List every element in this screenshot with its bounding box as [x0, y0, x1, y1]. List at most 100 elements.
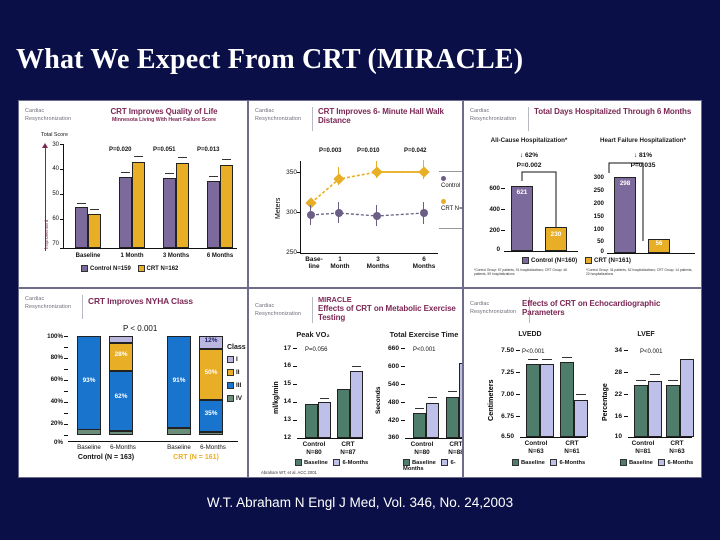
error-bar [77, 203, 86, 204]
legend-label-crt: CRT (N=161) [593, 257, 631, 265]
y-tick: 300 [286, 209, 297, 216]
y-tick: 400 [489, 206, 500, 213]
y-tick: 200 [593, 200, 604, 207]
footnote: *Control Group: 57 patients, 91 hospital… [474, 268, 567, 277]
error-bar [338, 167, 339, 185]
bar-crt [648, 239, 670, 253]
y-tick-mark [64, 391, 68, 392]
logo-divider [529, 297, 530, 323]
p-value-annotation: P<0.001 [522, 349, 545, 355]
segment-nyha-ii [199, 349, 223, 400]
y-tick-mark [60, 219, 63, 220]
error-bar [376, 161, 377, 178]
legend-swatch-baseline [295, 459, 302, 466]
segment-nyha-i [199, 336, 223, 349]
y-tick-mark [293, 366, 297, 367]
segment-nyha-iii [199, 400, 223, 432]
bar-crt [132, 162, 145, 248]
x-tick-label: Baseline [167, 444, 191, 451]
bar-control [163, 178, 176, 248]
y-tick: 60% [50, 376, 63, 383]
bar-baseline [305, 404, 318, 438]
panel-echocardiographic: Cardiac Resynchronization Effects of CRT… [463, 288, 702, 478]
crt-logo-text: Cardiac Resynchronization [25, 108, 72, 122]
y-tick: 350 [286, 169, 297, 176]
panel-quality-of-life: Cardiac Resynchronization CRT Improves Q… [18, 100, 248, 288]
y-tick: 480 [387, 399, 399, 406]
bar-value-label: 230 [550, 231, 562, 238]
y-tick-mark [501, 230, 505, 231]
x-tick-label: CRT N=87 [340, 441, 356, 456]
bar-baseline [560, 362, 574, 437]
subchart-title: Peak VO₂ [296, 330, 330, 339]
x-tick-label: 6-Months [110, 444, 136, 451]
legend-divider [439, 171, 462, 172]
stacked-bar-control-baseline [77, 336, 101, 435]
bar-control [75, 207, 88, 248]
x-axis-line [68, 441, 238, 442]
panel-title: Effects of CRT on Echocardiographic Para… [522, 299, 661, 318]
p-value-annotation: P=0.051 [153, 147, 176, 153]
bar-baseline [634, 385, 648, 437]
y-tick: 6.75 [501, 413, 514, 420]
y-tick: 12 [283, 434, 291, 441]
legend-label-baseline: Baseline [629, 460, 653, 467]
legend: Baseline 6-Months [403, 459, 462, 472]
legend-swatch-6-months [658, 459, 666, 466]
p-value-annotation: P < 0.001 [123, 324, 158, 333]
x-tick-label: 6 Months [412, 256, 436, 271]
y-tick: 0% [54, 439, 63, 446]
panel-title: CRT Improves 6- Minute Hall Walk Distanc… [318, 107, 444, 126]
y-tick: 600 [387, 363, 399, 370]
legend-swatch-baseline [512, 459, 519, 466]
y-axis-line [300, 161, 301, 253]
y-tick: 200 [489, 227, 500, 234]
panel-nyha-class: Cardiac Resynchronization CRT Improves N… [18, 288, 248, 478]
y-tick: 34 [614, 347, 622, 354]
error-bar [178, 157, 187, 158]
error-bar [320, 398, 329, 399]
panel-title: CRT Improves NYHA Class [88, 296, 193, 306]
x-axis-line [504, 251, 578, 252]
y-tick-mark [501, 209, 505, 210]
y-tick: 16 [614, 413, 622, 420]
y-tick-mark [293, 402, 297, 403]
legend-label-baseline: Baseline [304, 460, 328, 467]
y-tick-mark [64, 336, 68, 337]
error-bar [448, 391, 457, 392]
x-tick-label: CRT N=88 [448, 441, 463, 456]
y-tick-mark [516, 394, 520, 395]
data-point-control [307, 211, 315, 219]
bar-baseline [413, 413, 426, 438]
x-axis-line [520, 437, 586, 438]
bar-baseline [446, 397, 459, 438]
error-bar [542, 359, 552, 360]
legend-swatch-6-months [550, 459, 558, 466]
panel-title: Total Days Hospitalized Through 6 Months [534, 107, 692, 116]
y-tick-mark [501, 188, 505, 189]
p-value-annotation: P<0.001 [413, 347, 436, 353]
panel-eyebrow: MIRACLE [318, 295, 352, 304]
y-tick-mark [293, 420, 297, 421]
legend-swatch-6-months [441, 459, 449, 466]
x-tick-label: Base- line [305, 256, 323, 271]
y-tick: 6.50 [501, 433, 514, 440]
p-value-annotation: P<0.001 [640, 349, 663, 355]
bar-control [119, 177, 132, 248]
y-tick: 7.00 [501, 391, 514, 398]
legend-swatch-crt [137, 265, 145, 272]
group-label-control: Control (N = 163) [77, 454, 135, 461]
y-tick-mark [293, 384, 297, 385]
x-tick-label: Control N=63 [524, 440, 548, 455]
y-tick: 250 [286, 249, 297, 256]
y-tick-mark [401, 402, 405, 403]
data-point-control [373, 212, 381, 220]
y-tick-mark [64, 380, 68, 381]
x-tick-label: Baseline [77, 444, 101, 451]
y-tick: 100 [593, 226, 604, 233]
y-tick-mark [60, 248, 63, 249]
bar-6-months [574, 400, 588, 437]
legend-label-6-months: 6-Months [667, 460, 694, 467]
p-value-annotation: P=0.003 [319, 148, 342, 154]
